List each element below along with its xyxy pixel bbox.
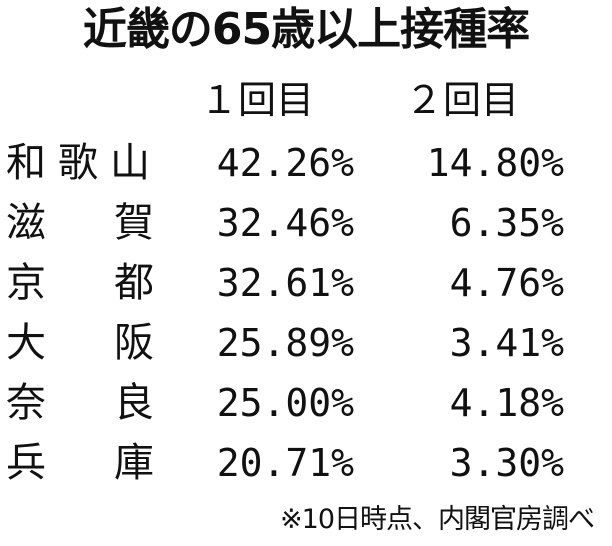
prefecture-char: 京 [6, 260, 46, 306]
dose2-rate: 14.80% [426, 141, 564, 185]
page-title: 近畿の65歳以上接種率 [82, 4, 530, 55]
prefecture-char: 良 [114, 380, 154, 426]
vaccination-table: 和 歌 山 42.26% 14.80% 滋 賀 32.46% 6.35% 京 都… [0, 134, 612, 494]
source-note: ※10日時点、内閣官房調べ [280, 504, 595, 535]
prefecture-char: 大 [6, 320, 46, 366]
dose1-rate: 42.26% [216, 141, 354, 185]
table-row: 和 歌 山 42.26% 14.80% [0, 134, 612, 194]
prefecture-char: 滋 [6, 200, 46, 246]
column-header-dose2: ２回目 [405, 78, 520, 122]
prefecture-name: 滋 賀 [6, 198, 154, 248]
dose2-rate: 4.18% [449, 381, 564, 425]
dose2-rate: 6.35% [449, 201, 564, 245]
table-row: 滋 賀 32.46% 6.35% [0, 194, 612, 254]
prefecture-char: 賀 [114, 200, 154, 246]
table-row: 奈 良 25.00% 4.18% [0, 374, 612, 434]
dose1-rate: 25.89% [216, 321, 354, 365]
dose1-rate: 32.46% [216, 201, 354, 245]
dose2-rate: 3.30% [449, 441, 564, 485]
table-row: 大 阪 25.89% 3.41% [0, 314, 612, 374]
prefecture-char: 阪 [114, 320, 154, 366]
prefecture-name: 京 都 [6, 258, 154, 308]
table-row: 京 都 32.61% 4.76% [0, 254, 612, 314]
prefecture-char: 山 [110, 140, 150, 186]
prefecture-char: 和 [6, 140, 46, 186]
dose1-rate: 20.71% [216, 441, 354, 485]
prefecture-char: 庫 [114, 440, 154, 486]
prefecture-name: 兵 庫 [6, 438, 154, 488]
dose1-rate: 32.61% [216, 261, 354, 305]
prefecture-name: 奈 良 [6, 378, 154, 428]
table-row: 兵 庫 20.71% 3.30% [0, 434, 612, 494]
dose1-rate: 25.00% [216, 381, 354, 425]
prefecture-name: 和 歌 山 [6, 138, 150, 188]
dose2-rate: 4.76% [449, 261, 564, 305]
prefecture-char: 歌 [58, 140, 98, 186]
dose2-rate: 3.41% [449, 321, 564, 365]
column-header-dose1: １回目 [200, 78, 315, 122]
prefecture-char: 兵 [6, 440, 46, 486]
prefecture-name: 大 阪 [6, 318, 154, 368]
prefecture-char: 都 [114, 260, 154, 306]
prefecture-char: 奈 [6, 380, 46, 426]
